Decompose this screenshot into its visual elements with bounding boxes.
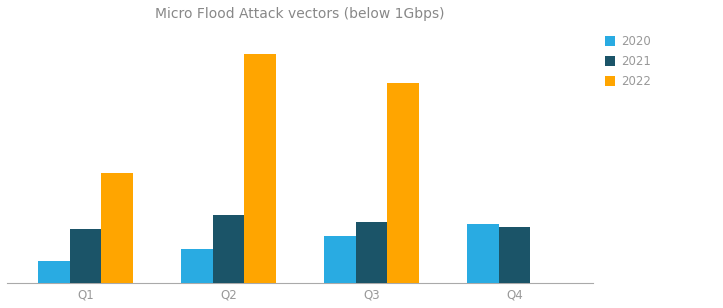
Bar xyxy=(244,55,275,283)
Bar xyxy=(499,227,530,283)
Bar xyxy=(213,215,244,283)
Bar xyxy=(101,173,133,283)
Legend: 2020, 2021, 2022: 2020, 2021, 2022 xyxy=(604,35,651,88)
Bar xyxy=(324,236,356,283)
Bar xyxy=(38,261,70,283)
Bar xyxy=(467,224,499,283)
Bar xyxy=(181,249,213,283)
Bar xyxy=(387,83,419,283)
Bar xyxy=(356,222,387,283)
Title: Micro Flood Attack vectors (below 1Gbps): Micro Flood Attack vectors (below 1Gbps) xyxy=(155,7,445,21)
Bar xyxy=(70,229,101,283)
